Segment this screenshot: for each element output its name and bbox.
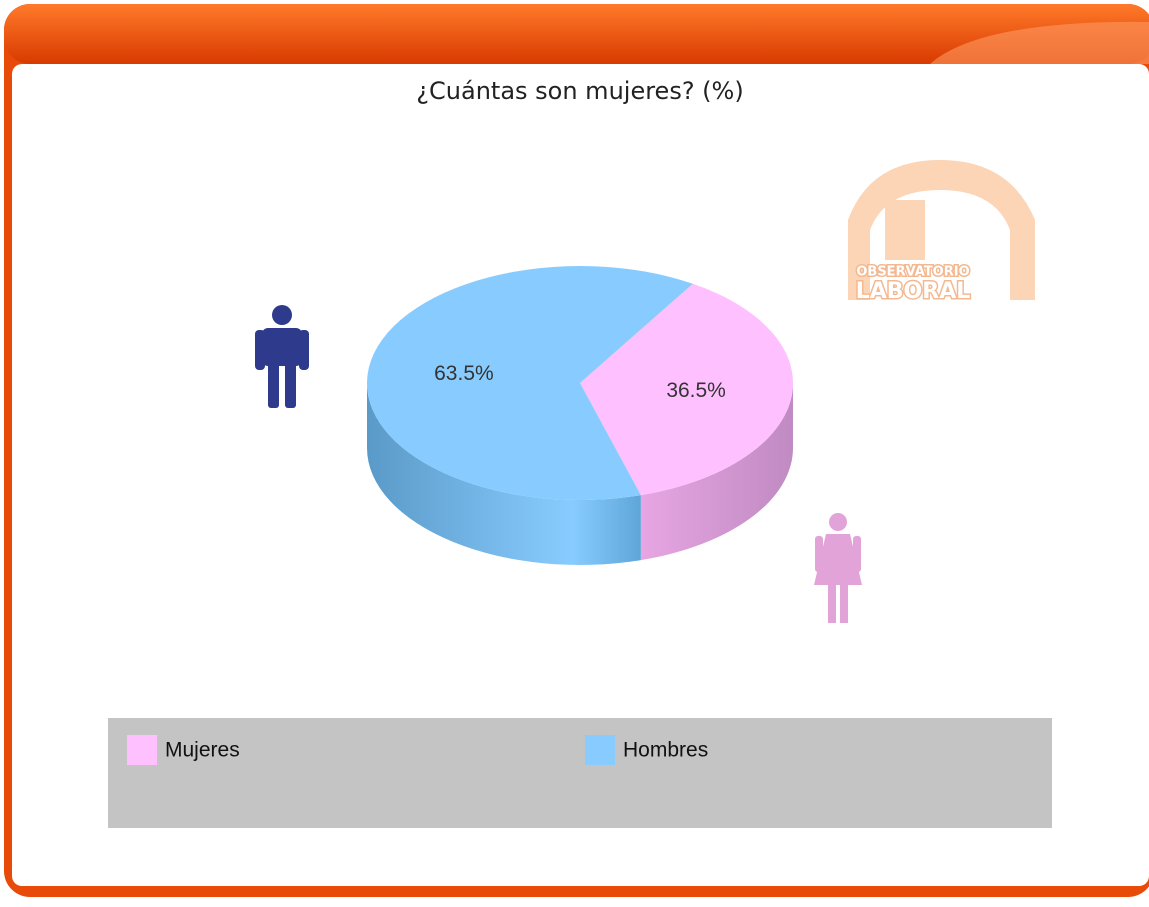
logo-text: OBSERVATORIO <box>856 265 969 280</box>
pie-side <box>367 383 641 565</box>
legend-label: Mujeres <box>165 739 240 762</box>
chart-title: ¿Cuántas son mujeres? (%) <box>416 77 743 105</box>
logo-text: LABORAL <box>856 279 971 304</box>
woman-icon <box>814 513 862 623</box>
legend-label: Hombres <box>623 739 708 762</box>
header <box>4 4 1149 64</box>
header-shine <box>930 21 1149 64</box>
logo: OBSERVATORIO LABORAL <box>848 160 1035 306</box>
legend <box>108 718 1052 828</box>
data-label: 63.5% <box>434 362 494 385</box>
pie-slice <box>580 283 794 496</box>
pie-side <box>640 383 793 561</box>
data-label: 36.5% <box>666 379 726 402</box>
man-icon <box>255 305 309 408</box>
pie-slice <box>367 266 693 500</box>
legend-swatch <box>585 735 615 765</box>
legend-swatch <box>127 735 157 765</box>
